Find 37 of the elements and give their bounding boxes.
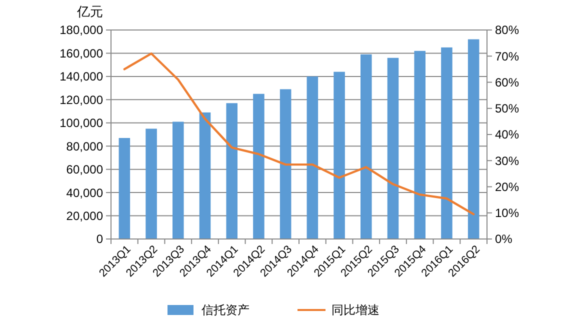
y-axis-title: 亿元 bbox=[76, 4, 103, 19]
line-series bbox=[123, 52, 475, 216]
bar bbox=[306, 76, 318, 239]
legend-label: 信托资产 bbox=[202, 303, 250, 318]
y-tick-label: 120,000 bbox=[60, 92, 104, 107]
y-tick-label: 0 bbox=[96, 232, 104, 246]
y-tick-label: 60,000 bbox=[66, 162, 104, 177]
bar bbox=[118, 138, 130, 239]
y2-tick-label: 20% bbox=[495, 180, 520, 194]
bar bbox=[199, 112, 211, 239]
y-tick-label: 180,000 bbox=[60, 23, 104, 38]
y-tick-label: 140,000 bbox=[60, 70, 104, 84]
bar bbox=[146, 128, 157, 239]
bar bbox=[172, 122, 184, 239]
legend-label: 同比增速 bbox=[332, 303, 380, 318]
y-tick-label: 40,000 bbox=[66, 186, 104, 200]
y2-tick-label: 0% bbox=[495, 232, 513, 246]
y-tick-label: 160,000 bbox=[60, 46, 104, 60]
y2-tick-label: 30% bbox=[495, 154, 520, 168]
bar bbox=[468, 39, 480, 239]
bar bbox=[334, 72, 345, 239]
bar bbox=[253, 94, 264, 239]
bar bbox=[226, 103, 238, 239]
y2-tick-label: 70% bbox=[495, 49, 520, 64]
y-tick-label: 20,000 bbox=[66, 208, 104, 223]
y-tick-label: 80,000 bbox=[66, 139, 104, 154]
bar bbox=[441, 47, 452, 239]
bar bbox=[387, 58, 399, 239]
bar bbox=[280, 89, 292, 239]
y2-tick-label: 60% bbox=[495, 75, 520, 90]
bar bbox=[360, 54, 372, 239]
y2-tick-label: 10% bbox=[495, 206, 520, 220]
y2-tick-label: 80% bbox=[495, 23, 520, 38]
y-tick-label: 100,000 bbox=[60, 116, 104, 130]
bar bbox=[414, 50, 426, 239]
y2-tick-label: 40% bbox=[495, 128, 520, 142]
y2-tick-label: 50% bbox=[495, 102, 520, 116]
